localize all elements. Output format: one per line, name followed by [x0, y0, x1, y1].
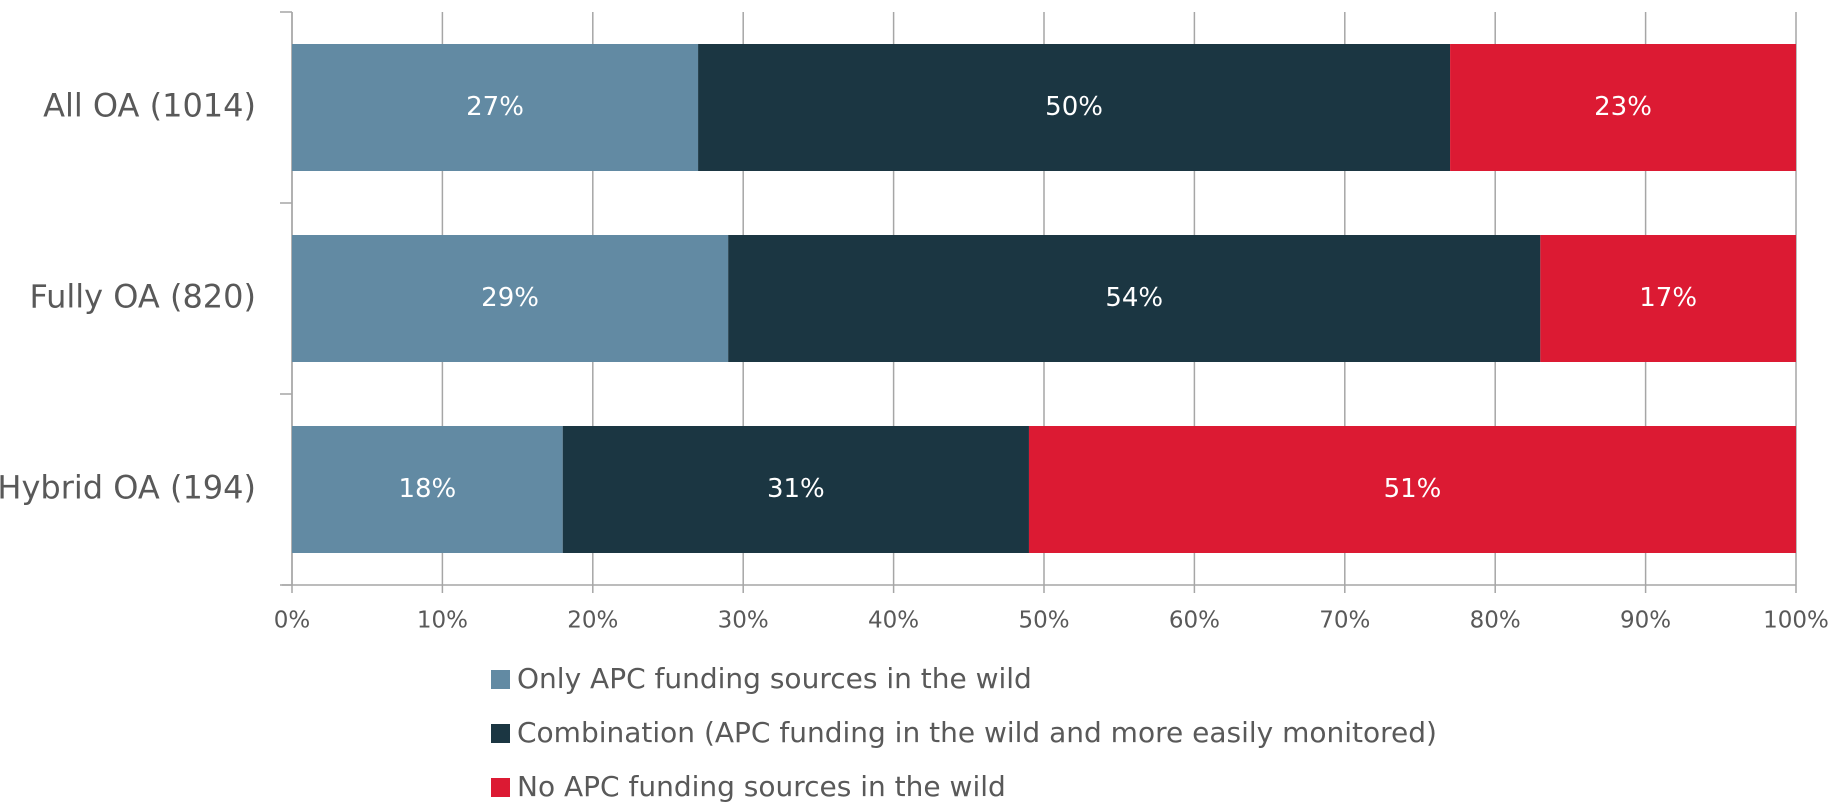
data-label: 51%	[1384, 474, 1442, 504]
x-tick-label: 30%	[718, 608, 769, 634]
data-label: 18%	[398, 474, 456, 504]
x-tick-label: 50%	[1018, 608, 1069, 634]
legend-label: Only APC funding sources in the wild	[517, 662, 1032, 695]
y-tick-label: Hybrid OA (194)	[0, 469, 256, 507]
legend-label: No APC funding sources in the wild	[517, 770, 1006, 803]
data-label: 50%	[1045, 92, 1103, 122]
bar-segment	[1450, 44, 1796, 171]
bar-segment	[562, 426, 1029, 553]
x-tick-label: 80%	[1470, 608, 1521, 634]
x-tick-label: 100%	[1763, 608, 1829, 634]
data-label: 17%	[1639, 283, 1697, 313]
data-label: 31%	[767, 474, 825, 504]
bar-segment	[1540, 235, 1796, 362]
x-tick-label: 10%	[417, 608, 468, 634]
data-label: 54%	[1105, 283, 1163, 313]
data-label: 23%	[1594, 92, 1652, 122]
x-tick-label: 20%	[567, 608, 618, 634]
data-label: 27%	[466, 92, 524, 122]
bar-segment	[728, 235, 1541, 362]
bar-segment	[1028, 426, 1796, 553]
x-tick-label: 40%	[868, 608, 919, 634]
bar-segment	[292, 426, 563, 553]
bar-segment	[292, 44, 699, 171]
legend-label: Combination (APC funding in the wild and…	[517, 716, 1437, 749]
bar-segment	[698, 44, 1451, 171]
legend-swatch	[491, 778, 510, 797]
x-tick-label: 60%	[1169, 608, 1220, 634]
x-tick-label: 0%	[274, 608, 311, 634]
data-label: 29%	[481, 283, 539, 313]
bar-segment	[292, 235, 729, 362]
y-tick-label: All OA (1014)	[43, 87, 256, 125]
legend-swatch	[491, 724, 510, 743]
y-tick-label: Fully OA (820)	[29, 278, 256, 316]
legend-swatch	[491, 670, 510, 689]
x-tick-label: 90%	[1620, 608, 1671, 634]
x-tick-label: 70%	[1319, 608, 1370, 634]
